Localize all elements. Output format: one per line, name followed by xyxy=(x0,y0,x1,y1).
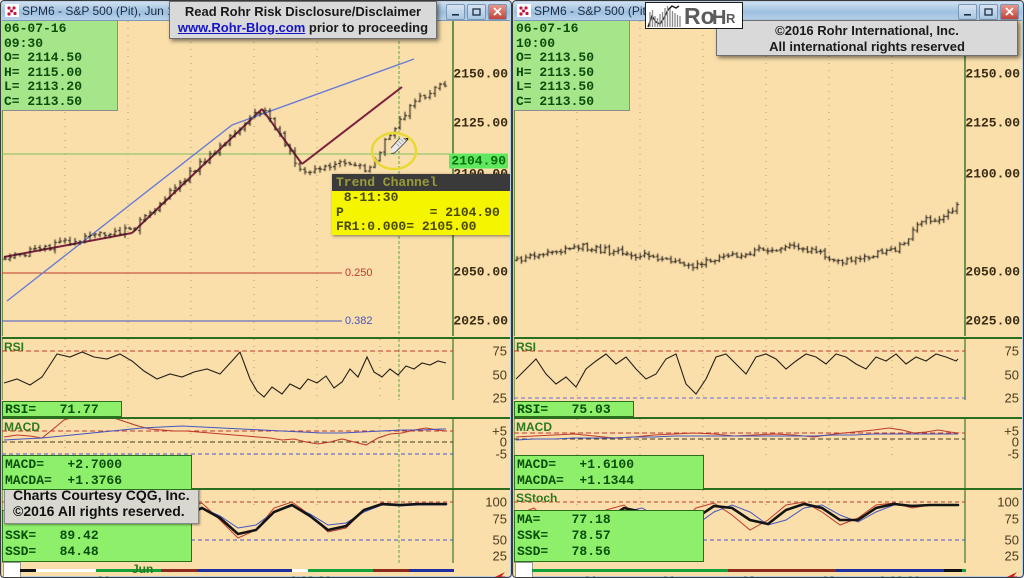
svg-text:Ro: Ro xyxy=(684,3,715,28)
svg-text:R: R xyxy=(726,11,736,26)
svg-text:H: H xyxy=(712,7,726,28)
